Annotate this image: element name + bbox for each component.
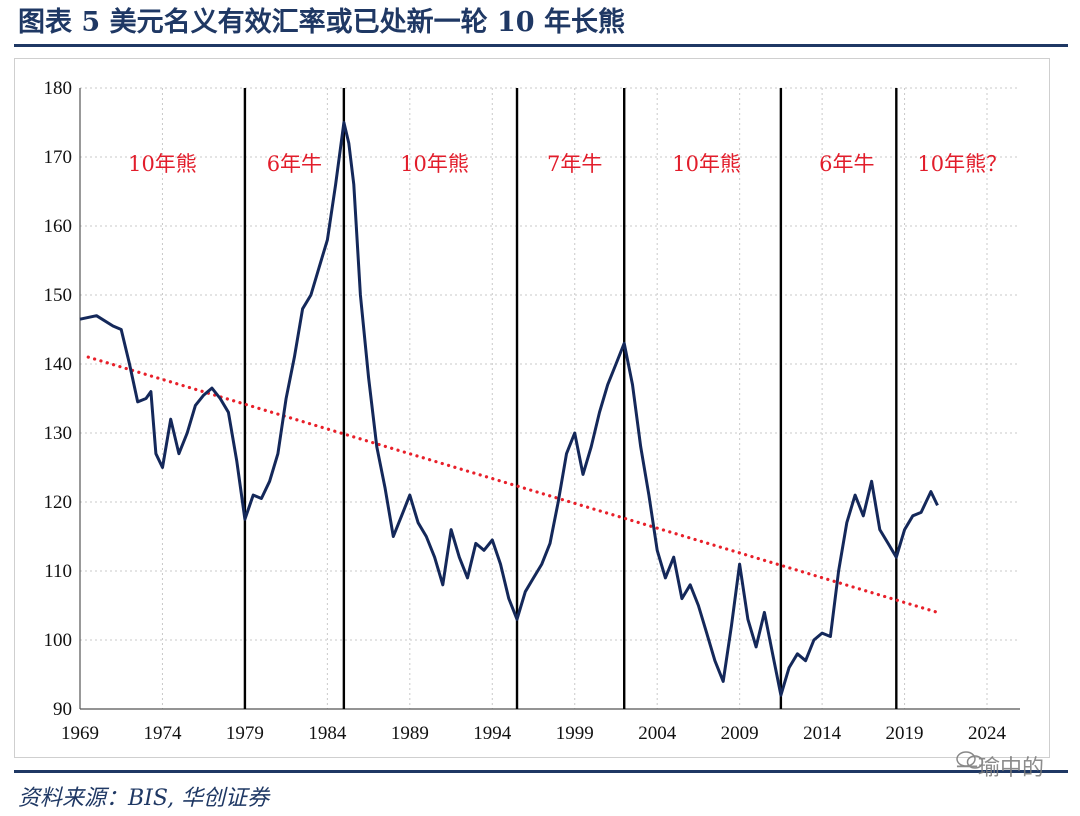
x-tick-label: 1974	[143, 723, 182, 744]
era-label: 10年熊	[672, 152, 741, 176]
gridlines	[80, 87, 1020, 709]
y-tick-label: 170	[44, 147, 73, 168]
wechat-icon	[956, 751, 984, 769]
x-tick-label: 2019	[886, 723, 924, 744]
x-tick-label: 2009	[721, 723, 759, 744]
footer-rule	[14, 770, 1068, 773]
era-label: 10年熊	[128, 152, 197, 176]
watermark-text: 一瑜中的	[955, 756, 1044, 781]
figure-title: 图表 5 美元名义有效汇率或已处新一轮 10 年长熊	[18, 7, 625, 38]
x-tick-label: 2024	[968, 723, 1007, 744]
x-tick-label: 2004	[638, 723, 677, 744]
y-tick-label: 110	[44, 561, 72, 582]
y-tick-label: 90	[53, 699, 72, 720]
y-tick-label: 180	[44, 78, 73, 99]
era-label: 6年牛	[819, 152, 874, 176]
y-tick-label: 100	[44, 630, 73, 651]
era-labels: 10年熊 6年牛 10年熊 7年牛 10年熊 6年牛 10年熊？	[128, 152, 1007, 176]
era-label: 10年熊	[400, 152, 469, 176]
axes	[79, 88, 1020, 710]
chart-frame	[14, 58, 1050, 758]
x-tick-label: 2014	[803, 723, 842, 744]
era-label: 7年牛	[547, 152, 602, 176]
x-tick-labels: 1969 1974 1979 1984 1989 1994 1999 2004 2009 2014…	[61, 723, 1007, 744]
era-label: 10年熊？	[917, 152, 1007, 176]
era-label: 6年牛	[267, 152, 322, 176]
y-tick-labels: 90 100 110 120 130 140 150 160 170 180	[44, 78, 73, 720]
source-note: 资料来源：BIS, 华创证券	[18, 786, 270, 811]
y-tick-label: 160	[44, 216, 73, 237]
x-tick-label: 1969	[61, 723, 99, 744]
x-tick-label: 1979	[226, 723, 264, 744]
title-rule	[14, 44, 1068, 47]
y-tick-label: 120	[44, 492, 73, 513]
x-tick-label: 1984	[308, 723, 347, 744]
series-line	[79, 121, 939, 697]
y-tick-label: 140	[44, 354, 73, 375]
trend-line	[86, 355, 940, 615]
y-tick-label: 150	[44, 285, 73, 306]
x-tick-label: 1999	[556, 723, 594, 744]
trend-line-group	[86, 355, 940, 615]
y-tick-label: 130	[44, 423, 73, 444]
x-tick-label: 1994	[473, 723, 512, 744]
era-dividers	[243, 88, 898, 709]
watermark: 一瑜中的	[956, 750, 1044, 782]
series-group	[79, 121, 939, 697]
x-tick-label: 1989	[391, 723, 429, 744]
